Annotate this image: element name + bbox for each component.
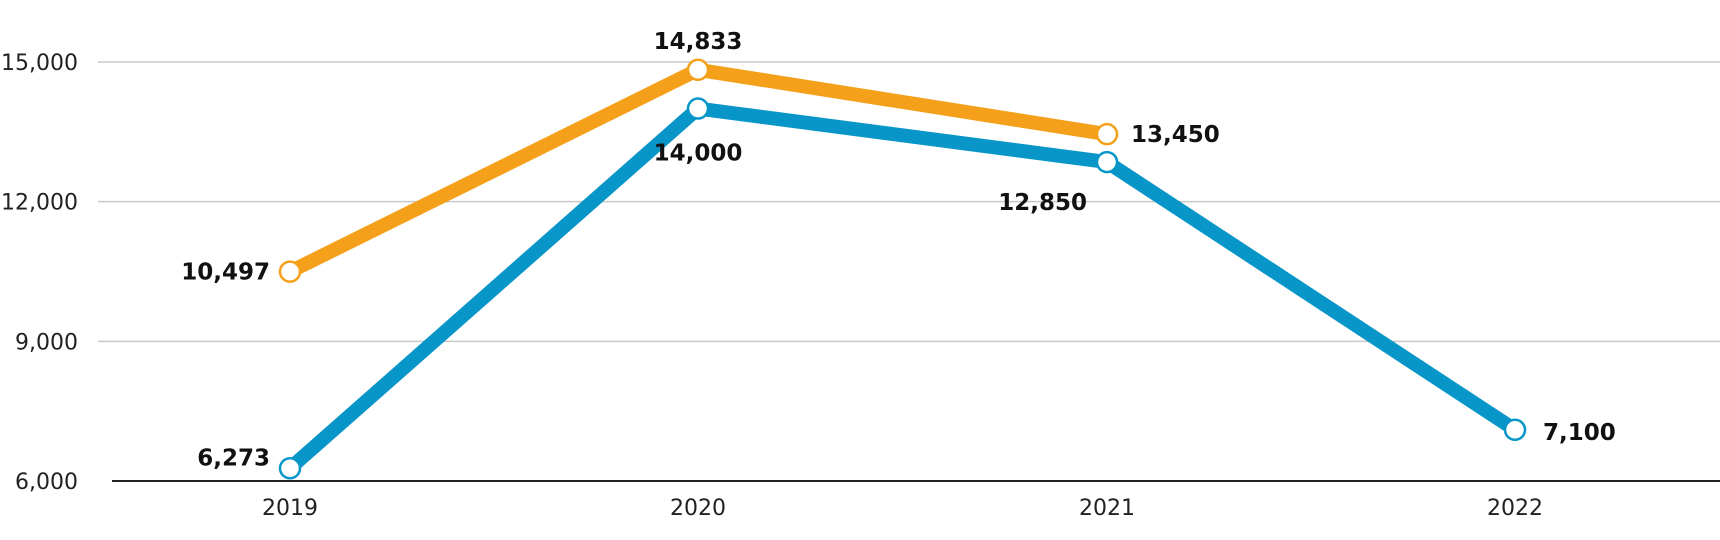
x-tick-label: 2020 [670, 496, 726, 521]
grid-lines [98, 61, 1720, 343]
data-point [278, 457, 302, 480]
data-label: 7,100 [1543, 420, 1616, 446]
data-label: 6,273 [197, 445, 270, 471]
data-point [1503, 418, 1527, 442]
y-tick-label: 15,000 [1, 51, 78, 76]
data-point [278, 260, 302, 283]
y-tick-label: 9,000 [15, 330, 78, 355]
data-point [686, 97, 710, 120]
x-tick-label: 2021 [1079, 496, 1135, 521]
data-label: 14,833 [654, 29, 743, 55]
data-labels: 10,497 14,833 13,450 6,273 14,000 12,850 7,100 [181, 29, 1616, 472]
y-tick-label: 6,000 [15, 470, 78, 495]
series-line-1 [283, 101, 1522, 476]
data-label: 12,850 [998, 190, 1087, 216]
data-point [686, 58, 710, 82]
data-label: 13,450 [1131, 122, 1220, 148]
y-tick-label: 12,000 [1, 191, 78, 216]
y-axis-ticks: 6,000 9,000 12,000 15,000 [1, 51, 78, 495]
x-axis-ticks: 2019 2020 2021 2022 [262, 496, 1543, 521]
data-label: 14,000 [654, 141, 743, 167]
x-tick-label: 2019 [262, 496, 318, 521]
series-points [278, 58, 1527, 480]
x-tick-label: 2022 [1487, 496, 1543, 521]
data-point [1095, 122, 1119, 146]
data-label: 10,497 [181, 260, 270, 286]
series-lines [283, 62, 1522, 476]
data-point [1095, 150, 1119, 174]
